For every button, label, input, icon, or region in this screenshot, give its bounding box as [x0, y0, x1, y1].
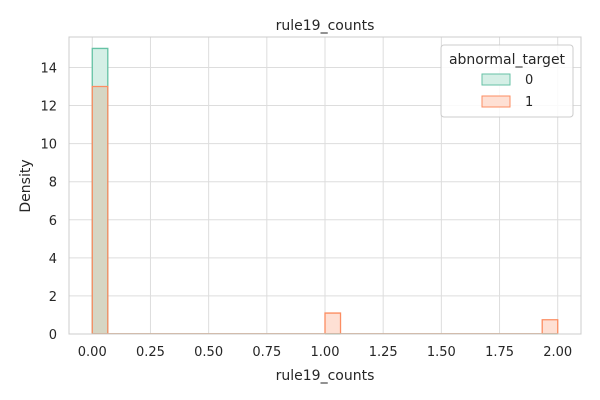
legend: abnormal_target 0 1 [440, 44, 574, 118]
x-tick-labels: 0.00 0.25 0.50 0.75 1.00 1.25 1.50 1.75 2.00 [78, 345, 572, 360]
y-tick-label: 2 [49, 290, 57, 305]
legend-title: abnormal_target [449, 52, 566, 68]
plot-frame [68, 36, 582, 335]
y-tick-label: 12 [40, 100, 57, 115]
histogram-bar-fill-1 [542, 319, 558, 334]
y-tick-label: 14 [40, 61, 57, 76]
histogram-bar-edge-1 [541, 319, 559, 334]
legend-label-1: 1 [525, 95, 533, 110]
histogram-bar-edge-1 [324, 312, 342, 334]
legend-swatch-0 [481, 73, 511, 86]
y-tick-labels: 0 2 4 6 8 10 12 14 [40, 61, 57, 343]
x-tick-label: 0.00 [78, 345, 107, 360]
x-tick-label: 1.50 [427, 345, 456, 360]
x-axis-label: rule19_counts [276, 368, 375, 384]
legend-swatch-1 [481, 95, 511, 108]
x-tick-label: 1.75 [485, 345, 514, 360]
x-tick-label: 0.75 [252, 345, 281, 360]
x-tick-label: 1.00 [311, 345, 340, 360]
x-tick-label: 0.25 [136, 345, 165, 360]
histogram-bar-edge-1 [91, 85, 109, 334]
histogram-overlap [92, 86, 108, 334]
x-tick-label: 1.25 [369, 345, 398, 360]
y-tick-label: 4 [49, 252, 57, 267]
y-tick-label: 0 [49, 328, 57, 343]
y-axis-label: Density [18, 159, 34, 212]
legend-label-0: 0 [525, 73, 533, 88]
y-tick-label: 8 [49, 176, 57, 191]
y-tick-label: 10 [40, 138, 57, 153]
y-tick-label: 6 [49, 214, 57, 229]
x-tick-label: 0.50 [194, 345, 223, 360]
chart-title: rule19_counts [276, 18, 375, 34]
histogram-bar-fill-1 [325, 313, 341, 334]
x-tick-label: 2.00 [543, 345, 572, 360]
